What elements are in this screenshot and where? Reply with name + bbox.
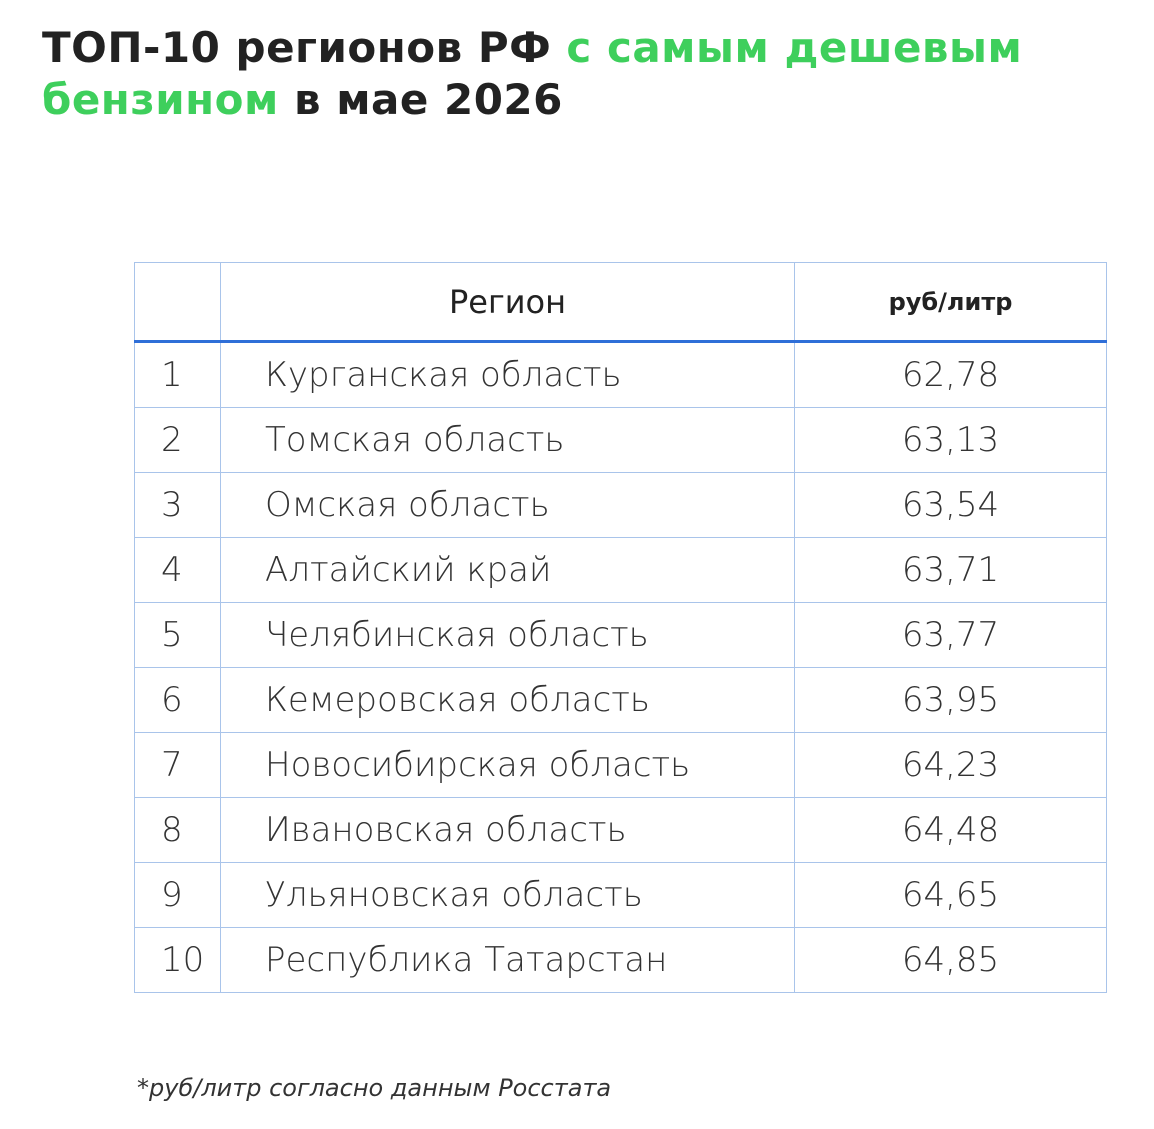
table-row: 3 Омская область 63,54: [134, 472, 1107, 538]
rank-cell: 7: [134, 732, 221, 798]
title-part: с самым дешевым: [566, 23, 1023, 72]
rank-cell: 1: [134, 341, 221, 408]
rank-cell: 6: [134, 667, 221, 733]
region-cell: Ульяновская область: [220, 862, 795, 928]
price-cell: 64,23: [794, 732, 1107, 798]
title-part: бензином: [42, 75, 279, 124]
region-cell: Челябинская область: [220, 602, 795, 668]
table-body: 1 Курганская область 62,78 2 Томская область…: [134, 341, 1107, 993]
header-cell: руб/литр: [794, 262, 1107, 343]
rank-cell: 4: [134, 537, 221, 603]
table-row: 7 Новосибирская область 64,23: [134, 732, 1107, 798]
region-cell: Алтайский край: [220, 537, 795, 603]
price-cell: 63,13: [794, 407, 1107, 473]
region-cell: Ивановская область: [220, 797, 795, 863]
price-cell: 63,77: [794, 602, 1107, 668]
rank-cell: 10: [134, 927, 221, 993]
title-part: ТОП-10 регионов РФ: [42, 23, 552, 72]
table-row: 9 Ульяновская область 64,65: [134, 862, 1107, 928]
price-cell: 64,65: [794, 862, 1107, 928]
table-row: 2 Томская область 63,13: [134, 407, 1107, 473]
footnote: *руб/литр согласно данным Росстата: [137, 1074, 612, 1102]
table-row: 10 Республика Татарстан 64,85: [134, 927, 1107, 993]
price-cell: 64,48: [794, 797, 1107, 863]
title: ТОП-10 регионов РФ с самым дешевым бензин…: [42, 22, 1022, 126]
header-cell: Регион: [220, 262, 795, 343]
rank-cell: 2: [134, 407, 221, 473]
rank-cell: 5: [134, 602, 221, 668]
title-part: в мае 2026: [294, 75, 563, 124]
price-cell: 64,85: [794, 927, 1107, 993]
table-row: 1 Курганская область 62,78: [134, 341, 1107, 408]
price-cell: 63,95: [794, 667, 1107, 733]
rank-cell: 3: [134, 472, 221, 538]
region-cell: Томская область: [220, 407, 795, 473]
table-row: 5 Челябинская область 63,77: [134, 602, 1107, 668]
region-cell: Омская область: [220, 472, 795, 538]
price-cell: 63,71: [794, 537, 1107, 603]
header-cell: [134, 262, 221, 343]
region-cell: Республика Татарстан: [220, 927, 795, 993]
price-cell: 62,78: [794, 341, 1107, 408]
table-row: 6 Кемеровская область 63,95: [134, 667, 1107, 733]
rank-cell: 8: [134, 797, 221, 863]
region-cell: Курганская область: [220, 341, 795, 408]
table-row: 8 Ивановская область 64,48: [134, 797, 1107, 863]
rank-cell: 9: [134, 862, 221, 928]
table: Регион руб/литр 1 Курганская область 62,78…: [134, 262, 1107, 993]
region-cell: Новосибирская область: [220, 732, 795, 798]
header-row: Регион руб/литр: [134, 262, 1107, 343]
price-cell: 63,54: [794, 472, 1107, 538]
table-row: 4 Алтайский край 63,71: [134, 537, 1107, 603]
region-cell: Кемеровская область: [220, 667, 795, 733]
